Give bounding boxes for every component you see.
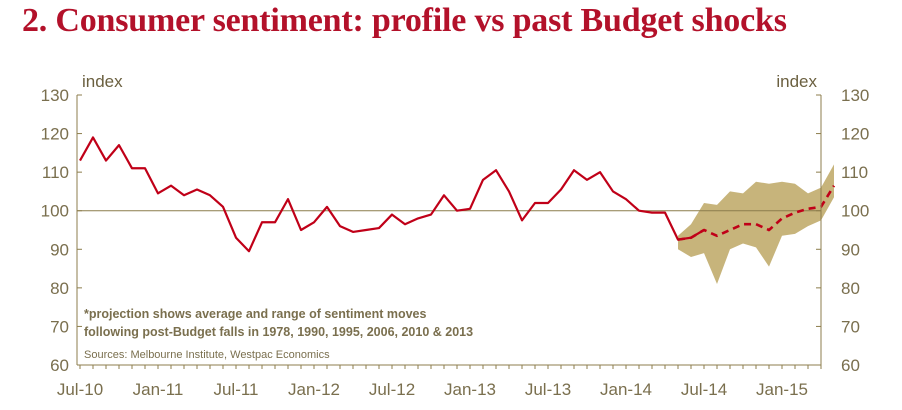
x-tick-label: Jul-12 (369, 380, 415, 399)
x-tick-label: Jul-13 (525, 380, 571, 399)
y-tick-label-right: 90 (841, 240, 860, 259)
x-tick-label: Jan-12 (288, 380, 340, 399)
y-tick-label-right: 70 (841, 317, 860, 336)
x-tick-label: Jan-13 (444, 380, 496, 399)
y-tick-label-left: 90 (50, 240, 69, 259)
y-tick-label-right: 110 (841, 163, 868, 182)
chart-note-line-2: following post-Budget falls in 1978, 199… (84, 325, 473, 339)
projection-line (677, 184, 836, 241)
projection-range-band (678, 164, 834, 284)
y-tick-label-left: 100 (41, 202, 69, 221)
y-tick-label-right: 120 (841, 125, 869, 144)
chart-note-line-1: *projection shows average and range of s… (84, 307, 427, 321)
x-tick-label: Jan-14 (600, 380, 652, 399)
y-tick-label-right: 80 (841, 279, 860, 298)
y-tick-label-left: 60 (50, 356, 69, 375)
y-tick-label-left: 70 (50, 317, 69, 336)
x-tick-label: Jan-11 (133, 380, 184, 399)
y-tick-label-left: 110 (42, 163, 69, 182)
y-tick-label-left: 80 (50, 279, 69, 298)
x-tick-label: Jan-15 (756, 380, 808, 399)
y-tick-label-right: 60 (841, 356, 860, 375)
y-tick-label-left: 120 (41, 125, 69, 144)
y-unit-left: index (82, 72, 123, 91)
y-unit-right: index (776, 72, 817, 91)
sentiment-line (79, 136, 705, 253)
chart-title: 2. Consumer sentiment: profile vs past B… (22, 2, 787, 39)
chart-source: Sources: Melbourne Institute, Westpac Ec… (84, 349, 330, 361)
x-tick-label: Jul-11 (213, 380, 258, 399)
y-tick-label-right: 130 (841, 86, 869, 105)
y-tick-label-right: 100 (841, 202, 869, 221)
x-tick-label: Jul-14 (681, 380, 727, 399)
y-tick-label-left: 130 (41, 86, 69, 105)
x-tick-label: Jul-10 (57, 380, 103, 399)
